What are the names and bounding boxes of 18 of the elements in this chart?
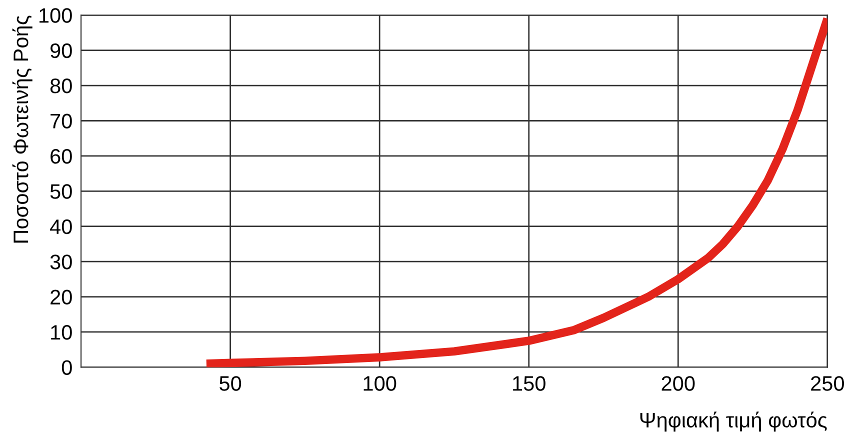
y-tick-label: 70 — [50, 114, 72, 128]
y-tick-label: 100 — [40, 8, 72, 23]
x-tick-label: 200 — [662, 376, 695, 391]
x-tick-label: 100 — [364, 376, 396, 391]
x-axis-title: Ψηφιακή τιμή φωτός — [640, 412, 827, 432]
y-tick-label: 60 — [50, 148, 72, 164]
y-tick-label: 80 — [50, 78, 72, 94]
y-tick-label: 20 — [50, 290, 72, 305]
x-tick-label: 50 — [220, 376, 242, 391]
y-tick-label: 10 — [51, 324, 72, 340]
x-tick-label: 150 — [513, 376, 546, 391]
x-tick-label: 250 — [811, 376, 844, 391]
y-tick-label: 90 — [50, 43, 72, 58]
y-tick-label: 30 — [50, 254, 72, 270]
y-tick-label: 0 — [62, 360, 72, 375]
y-axis-title: Ποσοστό Φωτεινής Ροής — [12, 16, 32, 243]
y-tick-label: 40 — [50, 219, 72, 234]
y-tick-label: 50 — [50, 184, 72, 199]
